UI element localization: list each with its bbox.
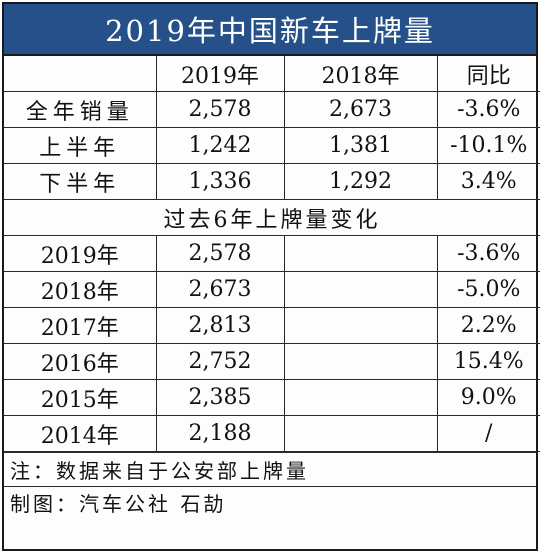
year-cell: 2019年 <box>4 235 157 272</box>
year-cell: 2017年 <box>4 307 157 344</box>
table-row: 2019年 2,578 -3.6% <box>4 235 540 272</box>
cell-2019: 2,578 <box>155 91 285 128</box>
table-row: 下半年 1,336 1,292 3.4% <box>4 163 540 200</box>
value-cell: 2,578 <box>155 235 285 272</box>
change-cell: 15.4% <box>436 343 540 380</box>
value-cell: 2,813 <box>155 307 285 344</box>
header-2018: 2018年 <box>283 56 438 92</box>
change-cell: -3.6% <box>436 235 540 272</box>
change-cell: / <box>436 415 540 452</box>
cell-2019: 1,336 <box>155 163 285 200</box>
table-row: 2018年 2,673 -5.0% <box>4 271 540 308</box>
blank-cell <box>283 379 438 416</box>
table-row: 2016年 2,752 15.4% <box>4 343 540 380</box>
cell-2018: 2,673 <box>283 91 438 128</box>
table-row: 全年销量 2,578 2,673 -3.6% <box>4 91 540 128</box>
cell-2018: 1,381 <box>283 127 438 164</box>
cell-2018: 1,292 <box>283 163 438 200</box>
row-label: 下半年 <box>4 163 157 200</box>
source-note: 注：数据来自于公安部上牌量 <box>4 452 536 486</box>
section-row: 过去6年上牌量变化 <box>4 199 540 236</box>
header-yoy: 同比 <box>436 56 540 92</box>
row-label: 上半年 <box>4 127 157 164</box>
change-cell: 2.2% <box>436 307 540 344</box>
year-cell: 2015年 <box>4 379 157 416</box>
blank-cell <box>283 415 438 452</box>
value-cell: 2,188 <box>155 415 285 452</box>
table-header-row: 2019年 2018年 同比 <box>4 56 540 92</box>
cell-yoy: 3.4% <box>436 163 540 200</box>
value-cell: 2,385 <box>155 379 285 416</box>
cell-2019: 1,242 <box>155 127 285 164</box>
change-cell: -5.0% <box>436 271 540 308</box>
year-cell: 2016年 <box>4 343 157 380</box>
blank-cell <box>283 343 438 380</box>
value-cell: 2,752 <box>155 343 285 380</box>
blank-cell <box>283 271 438 308</box>
page-title: 2019年中国新车上牌量 <box>4 4 536 56</box>
row-label: 全年销量 <box>4 91 157 128</box>
cell-yoy: -10.1% <box>436 127 540 164</box>
blank-cell <box>283 307 438 344</box>
section-title: 过去6年上牌量变化 <box>4 199 540 236</box>
value-cell: 2,673 <box>155 271 285 308</box>
header-blank-cell <box>4 56 157 92</box>
table-row: 2015年 2,385 9.0% <box>4 379 540 416</box>
table-row: 2017年 2,813 2.2% <box>4 307 540 344</box>
year-cell: 2014年 <box>4 415 157 452</box>
header-2019: 2019年 <box>155 56 285 92</box>
cell-yoy: -3.6% <box>436 91 540 128</box>
change-cell: 9.0% <box>436 379 540 416</box>
year-cell: 2018年 <box>4 271 157 308</box>
table-row: 2014年 2,188 / <box>4 415 540 452</box>
data-table: 2019年 2018年 同比 全年销量 2,578 2,673 -3.6% 上半… <box>4 56 540 452</box>
credit-note: 制图：汽车公社 石劼 <box>4 486 536 517</box>
blank-cell <box>283 235 438 272</box>
table-row: 上半年 1,242 1,381 -10.1% <box>4 127 540 164</box>
